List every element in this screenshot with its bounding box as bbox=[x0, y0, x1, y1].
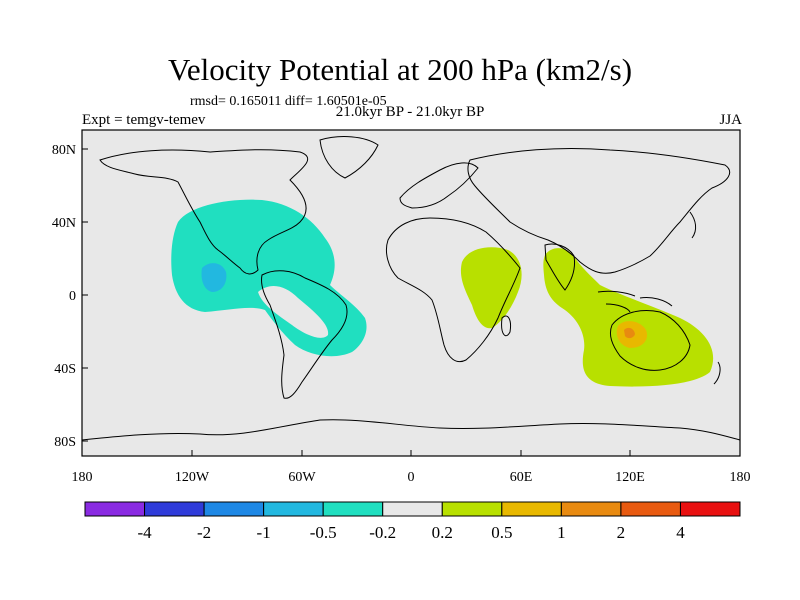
colorbar-labels: -4 -2 -1 -0.5 -0.2 0.2 0.5 1 2 4 bbox=[137, 523, 685, 542]
coast-south-america bbox=[261, 270, 348, 399]
coast-north-america bbox=[99, 149, 308, 275]
colorbar-label: -4 bbox=[137, 523, 152, 542]
y-tick-labels: 80N 40N 0 40S 80S bbox=[52, 143, 76, 450]
experiment-label: Expt = temgv-temev bbox=[82, 112, 206, 128]
colorbar-label: -0.2 bbox=[369, 523, 396, 542]
y-tick-label: 0 bbox=[69, 289, 76, 304]
coast-greenland bbox=[319, 136, 379, 179]
colorbar-box bbox=[84, 501, 146, 517]
colorbar-label: 2 bbox=[617, 523, 626, 542]
coast-indonesia bbox=[597, 290, 673, 313]
contour-fields bbox=[171, 199, 714, 387]
colorbar-label: -0.5 bbox=[310, 523, 337, 542]
map-title: Velocity Potential at 200 hPa (km2/s) bbox=[167, 52, 633, 87]
y-tick-label: 40S bbox=[54, 362, 76, 377]
colorbar-label: -2 bbox=[197, 523, 211, 542]
colorbar-label: 4 bbox=[676, 523, 685, 542]
coast-madagascar bbox=[501, 315, 511, 337]
neutral-hole bbox=[258, 286, 329, 338]
y-axis-ticks bbox=[82, 148, 88, 442]
colorbar-box bbox=[203, 501, 265, 517]
positive-region-indo-pacific bbox=[543, 248, 714, 387]
y-tick-label: 40N bbox=[52, 216, 76, 231]
positive-max-australia bbox=[624, 327, 635, 339]
colorbar-label: -1 bbox=[257, 523, 271, 542]
x-tick-label: 180 bbox=[730, 470, 751, 485]
coast-japan bbox=[689, 211, 697, 239]
colorbar-box bbox=[560, 501, 622, 517]
coast-africa bbox=[385, 217, 521, 363]
x-tick-label: 60W bbox=[288, 470, 316, 485]
colorbar-label: 1 bbox=[557, 523, 566, 542]
colorbar-label: 0.2 bbox=[432, 523, 453, 542]
x-tick-label: 0 bbox=[408, 470, 415, 485]
colorbar-box bbox=[382, 501, 443, 517]
x-tick-label: 180 bbox=[72, 470, 93, 485]
colorbar-box bbox=[144, 501, 205, 517]
coast-india bbox=[544, 243, 575, 291]
period-text: 21.0kyr BP - 21.0kyr BP bbox=[335, 104, 485, 120]
coast-antarctica bbox=[82, 419, 740, 441]
colorbar-box bbox=[501, 501, 562, 517]
x-axis-ticks bbox=[81, 450, 741, 456]
colorbar-box bbox=[263, 501, 324, 517]
season-label: JJA bbox=[719, 112, 742, 128]
coast-new-zealand bbox=[713, 361, 721, 385]
coast-europe bbox=[399, 162, 479, 209]
negative-core bbox=[201, 263, 227, 292]
colorbar-box bbox=[620, 501, 681, 517]
y-tick-label: 80N bbox=[52, 143, 76, 158]
coast-australia bbox=[609, 310, 691, 371]
stats-text: rmsd= 0.165011 diff= 1.60501e-05 bbox=[190, 94, 387, 109]
x-tick-label: 120E bbox=[615, 470, 645, 485]
x-tick-label: 60E bbox=[510, 470, 533, 485]
colorbar-box bbox=[679, 501, 741, 517]
colorbar-box bbox=[441, 501, 503, 517]
x-tick-labels: 180 120W 60W 0 60E 120E 180 bbox=[72, 470, 751, 485]
x-tick-label: 120W bbox=[175, 470, 210, 485]
positive-region-africa bbox=[460, 247, 522, 329]
colorbar-box bbox=[322, 501, 384, 517]
coastlines bbox=[82, 136, 740, 441]
y-tick-label: 80S bbox=[54, 435, 76, 450]
colorbar bbox=[84, 501, 741, 517]
coast-asia bbox=[467, 147, 730, 274]
colorbar-label: 0.5 bbox=[491, 523, 512, 542]
